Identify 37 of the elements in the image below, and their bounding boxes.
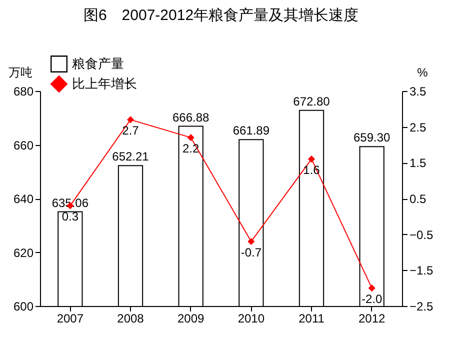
point bbox=[308, 156, 316, 163]
x-tick-label: 2008 bbox=[117, 312, 144, 326]
data-label: 2.7 bbox=[122, 124, 140, 138]
y2-tick-label: −2.5 bbox=[410, 300, 434, 314]
x-tick-label: 2007 bbox=[56, 312, 84, 326]
y2-axis-title: % bbox=[417, 66, 428, 80]
y2-tick-label: 3.5 bbox=[410, 84, 427, 98]
data-label: 0.3 bbox=[62, 210, 79, 224]
point bbox=[248, 238, 255, 246]
data-label: -2.0 bbox=[361, 292, 382, 306]
legend-label: 粮食产量 bbox=[72, 56, 124, 71]
point bbox=[126, 116, 134, 124]
data-label: 672.80 bbox=[293, 94, 330, 108]
data-label: 666.88 bbox=[172, 110, 210, 124]
data-label: 661.89 bbox=[232, 124, 270, 138]
data-label: 659.30 bbox=[353, 130, 391, 145]
data-label: -0.7 bbox=[240, 246, 262, 260]
y-tick-label: 660 bbox=[13, 138, 34, 152]
legend-label: 比上年增长 bbox=[72, 76, 137, 91]
y2-tick-label: −1.5 bbox=[410, 264, 434, 278]
y-tick-label: 640 bbox=[13, 192, 34, 206]
point bbox=[368, 284, 376, 292]
y2-tick-label: 2.5 bbox=[410, 120, 427, 134]
x-tick-label: 2010 bbox=[238, 312, 265, 326]
data-label: 652.21 bbox=[112, 150, 150, 164]
y-tick-label: 620 bbox=[13, 246, 34, 260]
x-tick-label: 2009 bbox=[177, 312, 205, 326]
y-tick-label: 680 bbox=[13, 84, 34, 98]
point bbox=[187, 134, 194, 142]
y-axis-title: 万吨 bbox=[8, 66, 32, 80]
chart-title: 图6 2007-2012年粮食产量及其增长速度 bbox=[83, 7, 359, 24]
y2-tick-label: −0.5 bbox=[410, 228, 434, 242]
x-tick-label: 2011 bbox=[298, 312, 325, 326]
y2-tick-label: 0.5 bbox=[410, 192, 427, 206]
y2-tick-label: 1.5 bbox=[410, 156, 427, 170]
x-tick-label: 2012 bbox=[358, 312, 386, 326]
y-tick-label: 600 bbox=[13, 300, 34, 314]
